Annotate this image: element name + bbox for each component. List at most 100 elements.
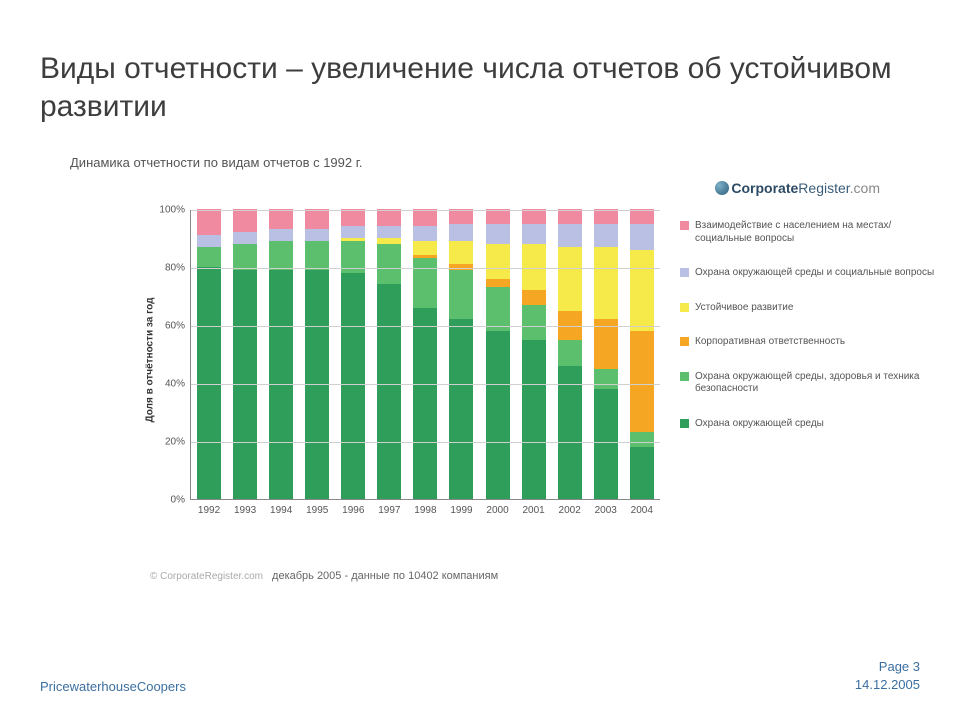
legend-item: Устойчивое развитие xyxy=(680,302,940,315)
bar-stack xyxy=(630,209,654,499)
bar-segment-env xyxy=(630,447,654,499)
bar-segment-env xyxy=(486,331,510,499)
slide-footer: PricewaterhouseCoopers Page 3 14.12.2005 xyxy=(40,658,920,694)
legend-swatch xyxy=(680,419,689,428)
footnote-text: декабрь 2005 - данные по 10402 компаниям xyxy=(272,570,498,582)
x-tick-label: 1994 xyxy=(270,505,292,516)
bar-segment-sust xyxy=(630,250,654,331)
legend-label: Охрана окружающей среды, здоровья и техн… xyxy=(695,371,940,396)
legend-swatch xyxy=(680,268,689,277)
legend-swatch xyxy=(680,337,689,346)
slide-title: Виды отчетности – увеличение числа отчет… xyxy=(40,50,920,125)
y-tick-label: 40% xyxy=(165,379,185,390)
bar-stack xyxy=(305,209,329,499)
bar-column: 1996 xyxy=(341,210,365,499)
bar-stack xyxy=(233,209,257,499)
bar-segment-env_social xyxy=(305,229,329,241)
bar-stack xyxy=(558,209,582,499)
chart-subtitle: Динамика отчетности по видам отчетов с 1… xyxy=(70,155,920,170)
bar-segment-env_social xyxy=(486,224,510,244)
bar-column: 1993 xyxy=(233,210,257,499)
y-tick-label: 0% xyxy=(171,495,185,506)
bar-segment-env_social xyxy=(630,224,654,250)
bar-segment-community xyxy=(197,209,221,235)
x-tick-label: 1992 xyxy=(198,505,220,516)
logo-text-suffix: .com xyxy=(850,180,880,196)
x-tick-label: 1998 xyxy=(414,505,436,516)
bar-column: 2001 xyxy=(522,210,546,499)
bar-segment-env xyxy=(558,366,582,499)
bar-stack xyxy=(197,209,221,499)
bar-segment-env_social xyxy=(197,235,221,247)
legend-item: Взаимодействие с населением на местах/ с… xyxy=(680,220,940,245)
legend-swatch xyxy=(680,303,689,312)
bar-column: 1995 xyxy=(305,210,329,499)
copyright-text: © CorporateRegister.com xyxy=(150,571,263,582)
bar-stack xyxy=(377,209,401,499)
legend-label: Охрана окружающей среды и социальные воп… xyxy=(695,267,934,280)
bar-segment-ehs xyxy=(197,247,221,267)
bar-column: 1994 xyxy=(269,210,293,499)
x-tick-label: 2003 xyxy=(595,505,617,516)
bar-segment-env xyxy=(341,273,365,499)
logo-text-bold: Corporate xyxy=(731,180,798,196)
bar-column: 1992 xyxy=(197,210,221,499)
x-tick-label: 2002 xyxy=(559,505,581,516)
bar-segment-community xyxy=(558,209,582,224)
bar-segment-env_social xyxy=(269,229,293,241)
chart-legend: Взаимодействие с населением на местах/ с… xyxy=(680,220,940,452)
bar-segment-sust xyxy=(486,244,510,279)
bar-segment-env_social xyxy=(377,226,401,238)
legend-label: Корпоративная ответственность xyxy=(695,336,845,349)
bar-segment-community xyxy=(413,209,437,226)
bar-segment-corp xyxy=(522,290,546,305)
y-tick-label: 100% xyxy=(159,205,185,216)
bar-segment-corp xyxy=(630,331,654,433)
x-tick-label: 1995 xyxy=(306,505,328,516)
bar-segment-env_social xyxy=(341,226,365,238)
bar-stack xyxy=(522,209,546,499)
bar-segment-ehs xyxy=(233,244,257,270)
y-tick-label: 20% xyxy=(165,437,185,448)
bar-column: 1997 xyxy=(377,210,401,499)
bar-segment-community xyxy=(486,209,510,224)
bar-segment-ehs xyxy=(558,340,582,366)
y-axis-label: Доля в отчётности за год xyxy=(145,298,156,423)
slide: Виды отчетности – увеличение числа отчет… xyxy=(0,0,960,720)
bar-stack xyxy=(594,209,618,499)
bar-segment-community xyxy=(522,209,546,224)
legend-swatch xyxy=(680,221,689,230)
footer-right: Page 3 14.12.2005 xyxy=(855,658,920,694)
bar-segment-sust xyxy=(558,247,582,311)
legend-item: Охрана окружающей среды и социальные воп… xyxy=(680,267,940,280)
footer-page-number: Page 3 xyxy=(855,658,920,676)
bar-column: 1999 xyxy=(449,210,473,499)
bar-column: 1998 xyxy=(413,210,437,499)
x-tick-label: 1997 xyxy=(378,505,400,516)
bar-stack xyxy=(486,209,510,499)
y-tick-label: 80% xyxy=(165,263,185,274)
gridline xyxy=(191,268,660,269)
bar-segment-ehs xyxy=(594,369,618,389)
x-tick-label: 2001 xyxy=(522,505,544,516)
bar-segment-community xyxy=(233,209,257,232)
legend-label: Охрана окружающей среды xyxy=(695,418,824,431)
bar-segment-ehs xyxy=(413,258,437,307)
x-tick-label: 2000 xyxy=(486,505,508,516)
bar-segment-ehs xyxy=(630,432,654,447)
legend-label: Устойчивое развитие xyxy=(695,302,793,315)
gridline xyxy=(191,326,660,327)
x-tick-label: 1996 xyxy=(342,505,364,516)
bar-segment-ehs xyxy=(305,241,329,270)
bar-segment-community xyxy=(630,209,654,224)
legend-swatch xyxy=(680,372,689,381)
bar-segment-env xyxy=(522,340,546,500)
bar-segment-ehs xyxy=(449,270,473,319)
chart-plot-area: 1992199319941995199619971998199920002001… xyxy=(190,210,660,500)
logo-text-mid: Register xyxy=(798,180,849,196)
bar-segment-community xyxy=(449,209,473,224)
bar-segment-community xyxy=(269,209,293,229)
legend-item: Охрана окружающей среды xyxy=(680,418,940,431)
bar-segment-env xyxy=(413,308,437,499)
bar-stack xyxy=(449,209,473,499)
